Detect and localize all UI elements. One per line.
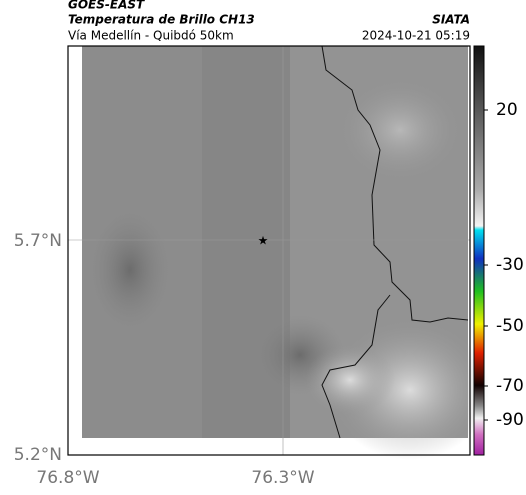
location: Vía Medellín - Quibdó 50km (68, 29, 234, 43)
colorbar-tick-label: 20 (496, 100, 518, 120)
source: SIATA (432, 13, 470, 27)
colorbar-tick-label: -30 (496, 255, 524, 275)
colorbar (473, 45, 488, 456)
lon-tick-label: 76.8°W (36, 468, 99, 488)
lon-tick-label: 76.3°W (251, 468, 314, 488)
map: ★ (67, 45, 490, 460)
subtitle: Temperatura de Brillo CH13 (68, 13, 255, 27)
lat-tick-label: 5.2°N (14, 445, 62, 465)
svg-text:★: ★ (258, 234, 269, 248)
timestamp: 2024-10-21 05:19 (362, 29, 470, 43)
colorbar-tick-label: -50 (496, 316, 524, 336)
title: GOES-EAST (68, 0, 145, 12)
colorbar-tick-label: -70 (496, 376, 524, 396)
lat-tick-label: 5.7°N (14, 231, 62, 251)
colorbar-tick-label: -90 (496, 410, 524, 430)
